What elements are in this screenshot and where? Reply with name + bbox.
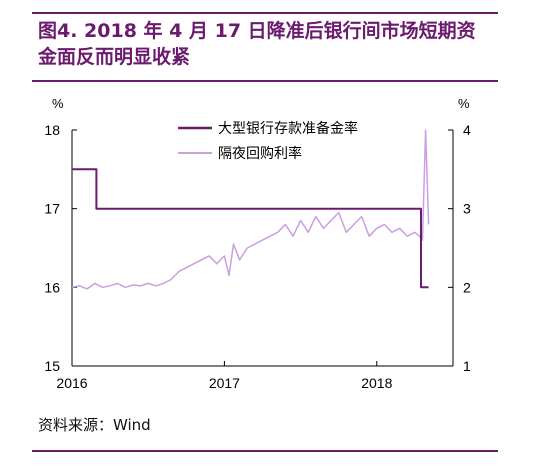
right-tick-label: 4 bbox=[463, 122, 471, 138]
title-divider bbox=[32, 80, 498, 82]
series-line-2 bbox=[71, 129, 430, 290]
footer-rule bbox=[32, 450, 498, 452]
header-rule bbox=[32, 12, 498, 14]
legend-label-1: 大型银行存款准备金率 bbox=[218, 120, 358, 136]
left-axis-unit: % bbox=[52, 96, 64, 111]
source-note: 资料来源：Wind bbox=[38, 416, 151, 434]
x-tick-label: 2018 bbox=[361, 375, 392, 391]
left-tick-label: 17 bbox=[44, 201, 60, 217]
series-line-1 bbox=[72, 168, 429, 289]
right-tick-label: 2 bbox=[463, 279, 471, 295]
legend-label-2: 隔夜回购利率 bbox=[218, 145, 302, 161]
right-tick-label: 1 bbox=[463, 358, 471, 374]
right-tick-label: 3 bbox=[463, 201, 471, 217]
figure-title: 图4. 2018 年 4 月 17 日降准后银行间市场短期资金面反而明显收紧 bbox=[38, 20, 476, 68]
left-tick-label: 18 bbox=[44, 122, 60, 138]
left-tick-label: 16 bbox=[44, 279, 60, 295]
left-tick-label: 15 bbox=[44, 358, 60, 374]
right-axis-unit: % bbox=[458, 96, 470, 111]
x-tick-label: 2016 bbox=[56, 375, 87, 391]
x-tick-label: 2017 bbox=[209, 375, 240, 391]
